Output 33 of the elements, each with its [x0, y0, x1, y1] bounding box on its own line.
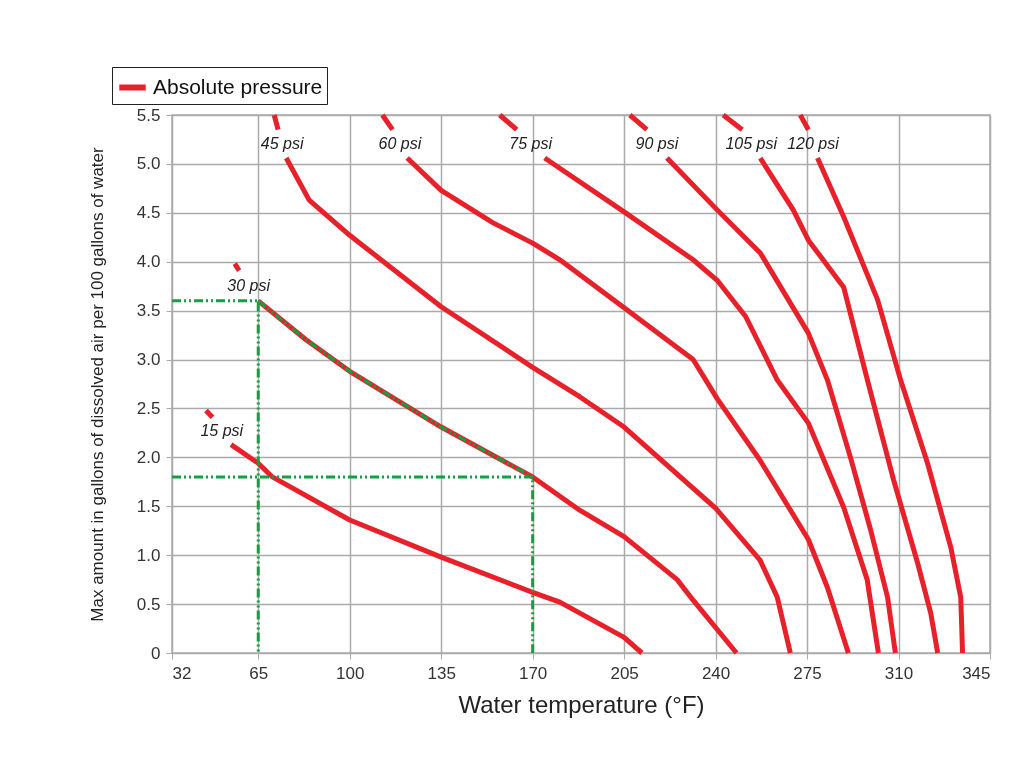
- y-tick-label: 0: [151, 643, 161, 663]
- y-tick-label: 4.0: [136, 252, 161, 272]
- x-tick-label: 65: [249, 663, 269, 683]
- y-tick-label: 3.0: [136, 350, 161, 370]
- y-tick-label: 4.5: [136, 203, 161, 223]
- y-tick-label: 3.5: [136, 301, 161, 321]
- y-tick-label: 5.0: [136, 154, 161, 174]
- x-tick-label: 205: [610, 663, 639, 683]
- x-tick-label: 345: [962, 663, 991, 683]
- series-label: 90 psi: [635, 134, 679, 152]
- x-tick-label: 135: [427, 663, 456, 683]
- series-label: 105 psi: [725, 134, 778, 152]
- x-tick-label: 100: [336, 663, 365, 683]
- x-tick-label: 275: [793, 663, 822, 683]
- y-tick-label: 1.0: [136, 545, 161, 565]
- y-tick-label: 0.5: [136, 594, 161, 614]
- series-label: 120 psi: [787, 134, 840, 152]
- series-label: 15 psi: [200, 421, 244, 439]
- y-axis-title: Max amount in gallons of dissolved air per 100 gallons of water: [87, 146, 107, 622]
- series-label: 30 psi: [227, 276, 271, 294]
- series-label: 45 psi: [260, 134, 304, 152]
- series-label: 60 psi: [378, 134, 422, 152]
- x-tick-label: 170: [518, 663, 548, 683]
- x-tick-label: 32: [172, 663, 192, 683]
- y-tick-label: 2.0: [136, 447, 161, 467]
- x-tick-label: 240: [701, 663, 731, 683]
- x-tick-label: 310: [884, 663, 914, 683]
- y-tick-label: 1.5: [136, 496, 161, 516]
- legend-title: Absolute pressure: [153, 74, 323, 98]
- x-axis-title: Water temperature (°F): [458, 690, 705, 718]
- series-label: 75 psi: [509, 134, 553, 152]
- y-tick-label: 2.5: [136, 398, 161, 418]
- y-tick-label: 5.5: [136, 105, 161, 125]
